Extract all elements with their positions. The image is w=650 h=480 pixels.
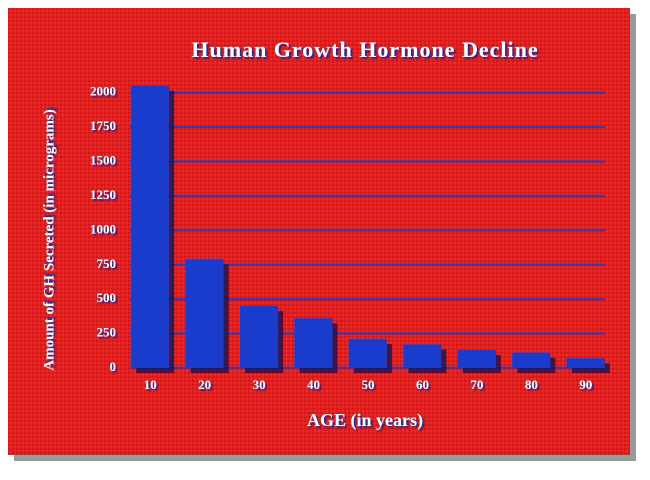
bar bbox=[349, 339, 387, 368]
y-tick-label: 1000 bbox=[90, 221, 116, 236]
x-tick-label: 70 bbox=[470, 377, 483, 392]
bar bbox=[457, 350, 496, 368]
x-tick-label: 40 bbox=[307, 377, 320, 392]
x-tick-label: 10 bbox=[144, 377, 157, 392]
x-tick-label: 50 bbox=[362, 377, 375, 392]
panel bbox=[8, 8, 630, 455]
y-tick-label: 1750 bbox=[90, 118, 116, 133]
x-axis-label: AGE (in years) bbox=[307, 410, 423, 431]
y-tick-label: 0 bbox=[110, 359, 117, 374]
y-tick-label: 250 bbox=[97, 325, 117, 340]
x-tick-label: 30 bbox=[253, 377, 266, 392]
bar bbox=[403, 344, 442, 368]
x-tick-label: 90 bbox=[579, 377, 592, 392]
y-axis-label: Amount of GH Secreted (in micrograms) bbox=[41, 109, 57, 370]
bar bbox=[566, 358, 605, 368]
bar-shadow bbox=[571, 363, 610, 373]
y-tick-label: 750 bbox=[97, 256, 117, 271]
x-tick-label: 60 bbox=[416, 377, 429, 392]
y-tick-label: 2000 bbox=[90, 84, 116, 99]
bar bbox=[512, 352, 551, 368]
x-tick-label: 20 bbox=[198, 377, 211, 392]
bar bbox=[294, 318, 333, 368]
bar bbox=[185, 259, 224, 368]
bar bbox=[240, 306, 279, 368]
y-tick-label: 1250 bbox=[90, 187, 116, 202]
y-tick-label: 1500 bbox=[90, 153, 116, 168]
x-tick-label: 80 bbox=[525, 377, 538, 392]
bar bbox=[131, 85, 170, 368]
y-tick-label: 500 bbox=[97, 290, 117, 305]
chart-title: Human Growth Hormone Decline bbox=[191, 37, 538, 62]
